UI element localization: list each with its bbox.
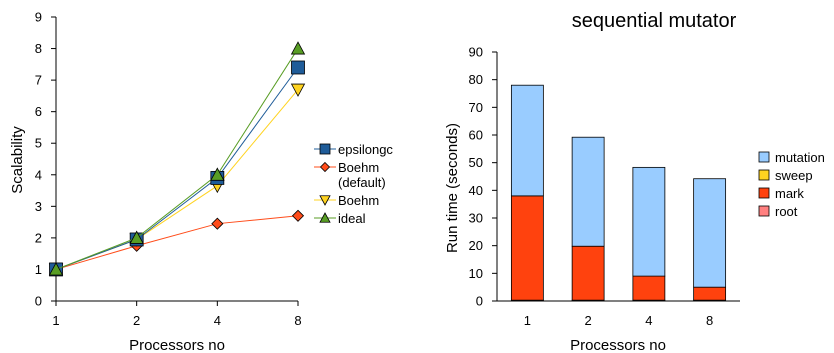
legend-marker [319,195,331,206]
legend-label: sweep [775,168,813,183]
data-point [290,41,306,55]
right-y-tick-label: 80 [469,72,483,87]
left-y-tick-label: 1 [35,262,42,277]
data-point [290,83,306,97]
series-line-boehm-default- [55,215,299,270]
data-point [48,262,64,276]
right-chart-title: sequential mutator [572,10,737,32]
legend-label: epsilongc [338,142,393,157]
legend-swatch [758,151,770,163]
bar-segment-mark [510,195,544,301]
legend-label: root [775,204,798,219]
runtime-stacked-bar-chart: sequential mutator Run time (seconds) Pr… [444,10,825,353]
right-y-tick-label: 50 [469,155,483,170]
bar-segment-mutation [510,84,544,197]
right-y-tick-label: 30 [469,211,483,226]
right-y-tick-label: 0 [476,294,483,309]
series-line-ideal [55,48,299,270]
legend-marker [319,212,331,223]
right-y-tick-label: 40 [469,183,483,198]
legend-label: mark [775,186,804,201]
left-y-tick-label: 9 [35,10,42,25]
legend-swatch [758,187,770,199]
legend-label: mutation [775,150,825,165]
right-y-tick-label: 10 [469,266,483,281]
legend-label: ideal [338,211,366,226]
right-y-tick-label: 90 [469,45,483,60]
left-y-tick-label: 7 [35,73,42,88]
left-y-tick-label: 8 [35,41,42,56]
left-y-tick-label: 3 [35,199,42,214]
legend-swatch [758,169,770,181]
bar-segment-mark [693,286,727,301]
left-y-tick-label: 6 [35,104,42,119]
bar-segment-mutation [571,136,605,247]
right-x-tick-label: 8 [706,313,713,328]
data-point [291,209,305,222]
legend-label: (default) [338,175,386,190]
bar-segment-mutation [693,178,727,288]
left-y-axis-label: Scalability [9,126,26,194]
legend-swatch [758,205,770,217]
left-x-tick-label: 4 [214,313,221,328]
data-point [210,167,225,181]
left-y-tick-label: 5 [35,136,42,151]
left-y-tick-label: 4 [35,167,42,182]
legend-label: Boehm [338,193,379,208]
bar-segment-mutation [632,166,666,277]
data-point [211,217,224,230]
data-point [291,60,305,75]
data-point [129,230,144,244]
right-x-tick-label: 1 [524,313,531,328]
right-x-axis-label: Processors no [570,337,666,353]
left-x-axis-label: Processors no [129,337,225,353]
right-y-tick-label: 70 [469,100,483,115]
right-y-tick-label: 60 [469,128,483,143]
right-x-tick-label: 4 [645,313,652,328]
right-x-tick-label: 2 [585,313,592,328]
left-y-tick-label: 2 [35,230,42,245]
right-y-axis-label: Run time (seconds) [444,123,461,253]
legend-marker [319,143,331,155]
series-line-epsilongc [55,67,299,270]
right-y-tick-label: 20 [469,238,483,253]
bar-segment-mark [632,275,666,301]
left-x-tick-label: 8 [294,313,301,328]
legend-marker [319,161,331,173]
left-x-tick-label: 2 [133,313,140,328]
bar-segment-mark [571,245,605,301]
left-y-tick-label: 0 [35,294,42,309]
legend-label: Boehm [338,160,379,175]
left-x-tick-label: 1 [52,313,59,328]
